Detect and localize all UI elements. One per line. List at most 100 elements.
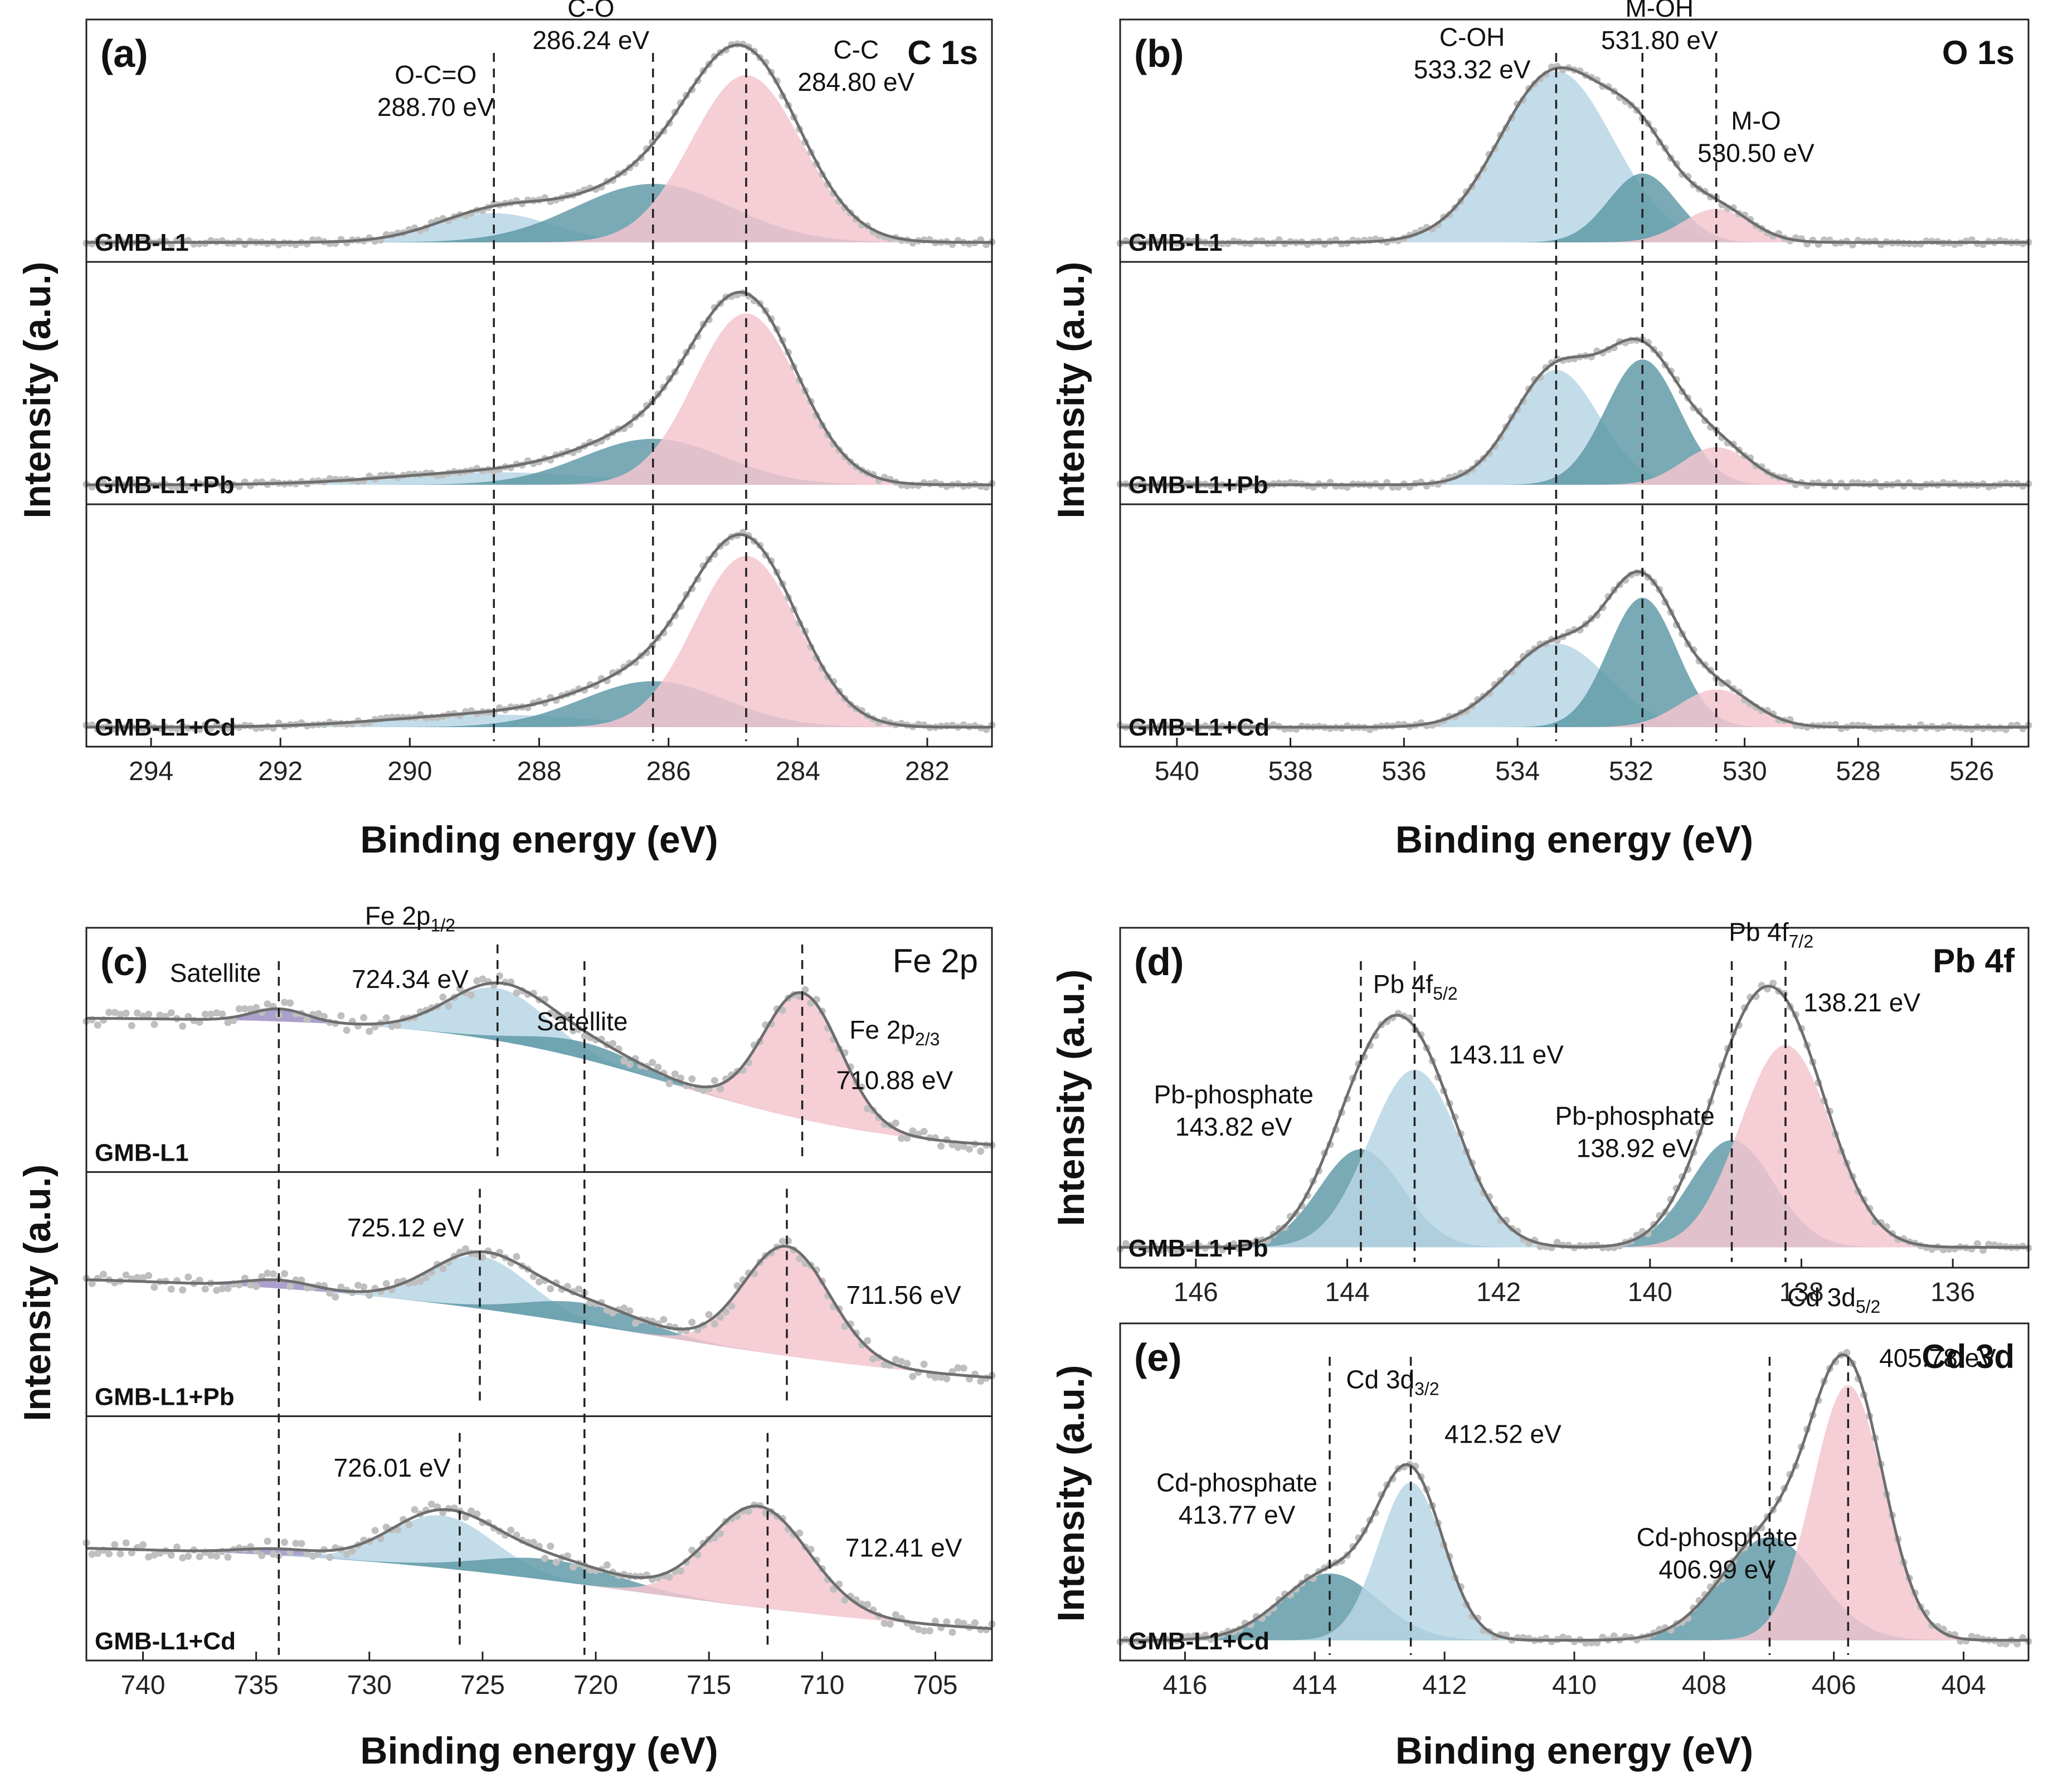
data-point bbox=[247, 1281, 254, 1289]
data-point bbox=[213, 1287, 221, 1294]
annotation: M-OH bbox=[1625, 0, 1694, 22]
data-point bbox=[286, 999, 294, 1007]
subplot-b-0: GMB-L1 bbox=[1116, 62, 2032, 256]
data-point bbox=[649, 1059, 656, 1067]
data-point bbox=[717, 1530, 724, 1537]
data-point bbox=[954, 1364, 962, 1372]
envelope-b-2 bbox=[1120, 570, 2028, 729]
x-tick-label: 146 bbox=[1174, 1278, 1218, 1307]
annotation: Pb 4f5/2 bbox=[1373, 970, 1458, 1004]
annotation: 531.80 eV bbox=[1601, 26, 1718, 55]
x-axis-label: Binding energy (eV) bbox=[1395, 1730, 1753, 1772]
data-point bbox=[281, 1270, 288, 1278]
x-tick-label: 735 bbox=[234, 1671, 279, 1700]
data-point bbox=[179, 1286, 187, 1294]
panel-b: GMB-L1 GMB-L1+Pb GMB-L1+Cd 540 538 536 534 532 5… bbox=[1050, 0, 2032, 861]
subplot-a-0: GMB-L1 bbox=[82, 40, 996, 256]
data-point bbox=[292, 1540, 300, 1547]
data-point bbox=[286, 1283, 294, 1291]
data-point bbox=[468, 1507, 475, 1515]
data-point bbox=[354, 1282, 362, 1289]
data-point bbox=[111, 1541, 119, 1548]
data-point bbox=[269, 1550, 277, 1558]
annotation: 712.41 eV bbox=[845, 1533, 962, 1562]
x-tick-label: 138 bbox=[1779, 1278, 1823, 1307]
data-point bbox=[439, 1265, 447, 1273]
peak-e-0-3 bbox=[1120, 1385, 2028, 1640]
sample-label: GMB-L1+Cd bbox=[95, 1628, 236, 1655]
plot-frame-c bbox=[85, 927, 993, 1662]
x-tick-label: 710 bbox=[800, 1671, 844, 1700]
data-point bbox=[201, 1010, 209, 1018]
data-point bbox=[196, 1553, 203, 1561]
x-tick-label: 144 bbox=[1325, 1278, 1369, 1307]
data-point bbox=[133, 1009, 141, 1017]
data-point bbox=[892, 1119, 899, 1127]
x-tick-label: 540 bbox=[1155, 757, 1199, 786]
data-point bbox=[717, 1313, 724, 1321]
peak-c-2-2 bbox=[86, 1548, 992, 1629]
envelope-c-1 bbox=[86, 1244, 993, 1379]
data-point bbox=[326, 1289, 334, 1297]
data-point bbox=[128, 1022, 135, 1030]
x-tick-label: 534 bbox=[1495, 757, 1540, 786]
data-point bbox=[173, 1543, 181, 1551]
data-point bbox=[960, 1142, 967, 1150]
annotation: 138.92 eV bbox=[1577, 1134, 1694, 1163]
data-point bbox=[801, 986, 809, 994]
x-axis-label: Binding energy (eV) bbox=[360, 819, 718, 861]
data-point bbox=[139, 1541, 147, 1548]
x-tick-label: 725 bbox=[460, 1671, 505, 1700]
annotation: Pb-phosphate bbox=[1154, 1080, 1314, 1109]
data-point bbox=[252, 1283, 260, 1291]
data-point bbox=[309, 1552, 317, 1560]
data-point bbox=[326, 1554, 334, 1561]
data-point bbox=[841, 1596, 849, 1604]
data-point bbox=[314, 1010, 322, 1017]
x-tick-label: 286 bbox=[646, 757, 691, 786]
data-point bbox=[796, 1529, 804, 1537]
data-point bbox=[830, 1585, 838, 1593]
data-point bbox=[671, 1070, 679, 1078]
data-point bbox=[122, 1539, 130, 1547]
sample-label: GMB-L1 bbox=[1128, 229, 1223, 256]
annotation: 711.56 eV bbox=[846, 1280, 961, 1309]
data-point bbox=[547, 1010, 554, 1017]
data-point bbox=[779, 1238, 786, 1245]
data-point bbox=[699, 1087, 707, 1094]
envelope-e-0 bbox=[1120, 1353, 2028, 1642]
data-point bbox=[728, 1302, 736, 1310]
peak-a-1-2 bbox=[86, 313, 992, 485]
data-point bbox=[382, 1280, 390, 1288]
data-point bbox=[230, 1017, 237, 1024]
data-point bbox=[547, 1285, 554, 1293]
data-point bbox=[281, 1538, 288, 1546]
data-point bbox=[264, 1269, 271, 1277]
panel-label: (a) bbox=[100, 32, 148, 75]
data-point bbox=[122, 1009, 130, 1017]
envelope-a-2 bbox=[86, 533, 992, 729]
data-point bbox=[207, 1551, 215, 1559]
annotation: C-OH bbox=[1439, 23, 1505, 52]
annotation: 724.34 eV bbox=[352, 965, 469, 994]
x-tick-label: 406 bbox=[1812, 1671, 1856, 1700]
data-point bbox=[903, 1360, 911, 1367]
envelope-b-1 bbox=[1120, 337, 2028, 486]
data-point bbox=[150, 1551, 158, 1559]
data-point bbox=[445, 1002, 453, 1010]
x-tick-label: 526 bbox=[1949, 757, 1994, 786]
x-tick-label: 408 bbox=[1682, 1671, 1726, 1700]
data-point bbox=[264, 1000, 271, 1008]
annotation: C-C bbox=[833, 35, 879, 64]
data-point bbox=[892, 1611, 899, 1619]
panel-e: GMB-L1+Cd 416 414 412 410 408 406 404 (e) Cd 3d Bi… bbox=[1050, 1283, 2032, 1772]
data-point bbox=[909, 1623, 917, 1630]
data-point bbox=[909, 1372, 917, 1380]
data-point bbox=[184, 1273, 192, 1281]
annotation: 138.21 eV bbox=[1803, 988, 1920, 1017]
y-axis-label: Intensity (a.u.) bbox=[1050, 1365, 1092, 1622]
data-point bbox=[954, 1143, 962, 1151]
data-points-c-2 bbox=[82, 1500, 996, 1636]
data-point bbox=[116, 1550, 124, 1557]
data-point bbox=[581, 1032, 588, 1040]
